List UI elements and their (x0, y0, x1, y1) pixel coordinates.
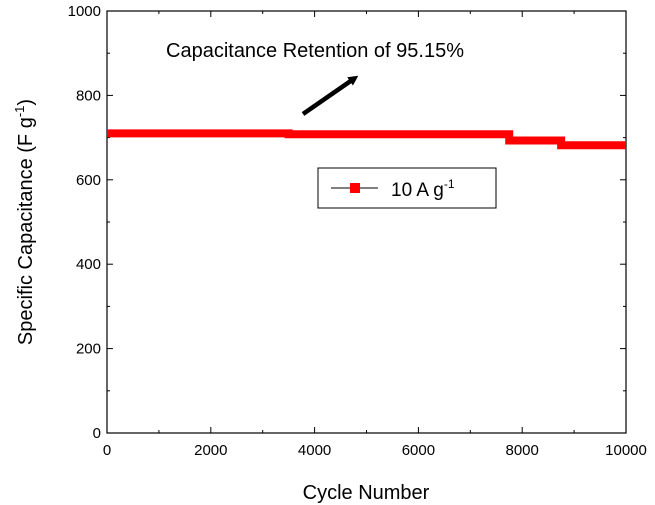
legend: 10 A g-1 (317, 167, 497, 209)
x-tick-label: 2000 (194, 442, 227, 459)
x-tick-label: 10000 (605, 442, 647, 459)
legend-label-superscript: -1 (444, 177, 455, 191)
x-tick-label: 8000 (506, 442, 539, 459)
legend-label: 10 A g-1 (391, 177, 455, 201)
legend-marker (350, 183, 360, 193)
x-tick-label: 0 (103, 442, 111, 459)
y-tick-label: 400 (76, 256, 101, 273)
y-tick-label: 200 (76, 341, 101, 358)
x-tick-label: 4000 (298, 442, 331, 459)
y-axis-title-close: ) (15, 99, 37, 106)
y-tick-label: 1000 (68, 3, 101, 20)
y-axis-title-main: Specific Capacitance (F g (15, 117, 37, 345)
retention-annotation: Capacitance Retention of 95.15% (166, 40, 464, 62)
y-tick-label: 0 (93, 425, 101, 442)
annotation-arrow (301, 75, 359, 116)
y-axis-title: Specific Capacitance (F g-1) (12, 99, 37, 345)
x-axis-title: Cycle Number (303, 482, 430, 504)
y-tick-label: 800 (76, 87, 101, 104)
plot-frame (106, 10, 627, 434)
legend-label-base: 10 A g (391, 180, 444, 201)
series-layer (107, 129, 626, 150)
y-tick-label: 600 (76, 172, 101, 189)
series-line (107, 129, 626, 150)
x-tick-label: 6000 (402, 442, 435, 459)
tick-labels: 0 2000 4000 6000 8000 10000 0 200 400 600 800 1000 (68, 3, 647, 459)
y-axis-title-superscript: -1 (12, 106, 27, 118)
axis-ticks (106, 10, 627, 434)
